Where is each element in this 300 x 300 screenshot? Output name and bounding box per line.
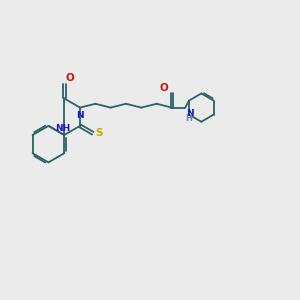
Text: O: O <box>66 73 74 83</box>
Text: O: O <box>160 82 168 93</box>
Text: H: H <box>186 114 193 123</box>
Text: S: S <box>95 128 102 138</box>
Text: NH: NH <box>55 124 70 133</box>
Text: N: N <box>186 109 194 118</box>
Text: N: N <box>76 110 84 119</box>
